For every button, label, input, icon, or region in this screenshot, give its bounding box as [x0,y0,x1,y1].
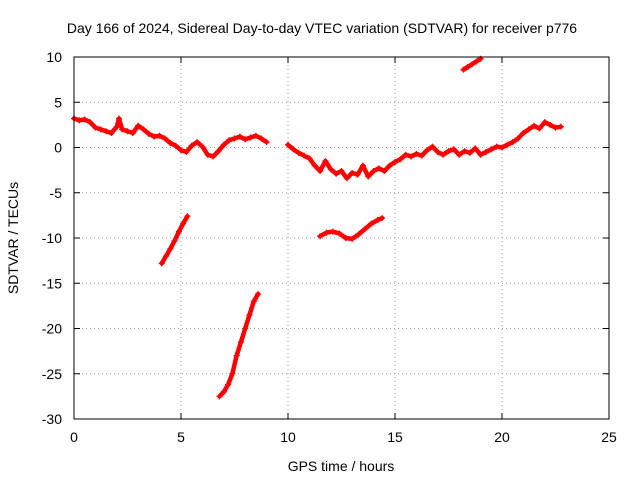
y-tick-label: 10 [46,49,62,65]
plot-frame [73,56,610,420]
y-tick-label: -20 [42,321,62,337]
series-band [71,116,269,159]
y-tick-label: -15 [42,275,62,291]
tick-labels: 0 5 10 15 20 25 -30 -25 -20 -15 -10 -5 0 5 10 [42,49,617,445]
series-segment-04-05h [158,213,191,267]
y-tick-label: 0 [54,140,62,156]
series-segment-18-19h [460,55,484,73]
data-points [71,55,564,400]
series-band [159,214,190,266]
y-tick-label: -10 [42,230,62,246]
chart-title: Day 166 of 2024, Sidereal Day-to-day VTE… [67,20,577,36]
x-tick-label: 20 [494,429,510,445]
x-axis-label: GPS time / hours [288,458,395,474]
x-tick-label: 0 [70,429,78,445]
series-segment-07-09h [216,291,262,400]
x-tick-label: 15 [387,429,403,445]
y-tick-label: -25 [42,366,62,382]
grid-lines [74,57,609,419]
series-band [317,215,385,242]
series-band [217,291,261,399]
series-segment-11-14h [317,215,386,242]
x-tick-label: 10 [280,429,296,445]
x-tick-label: 25 [601,429,617,445]
y-axis-label: SDTVAR / TECUs [5,182,21,294]
series-band [461,56,483,72]
series-main-band-afternoon [285,119,564,182]
y-tick-label: -30 [42,411,62,427]
y-tick-label: 5 [54,94,62,110]
series-band [285,119,564,181]
series-main-band-morning [71,115,270,160]
y-tick-label: -5 [50,185,63,201]
x-tick-label: 5 [177,429,185,445]
